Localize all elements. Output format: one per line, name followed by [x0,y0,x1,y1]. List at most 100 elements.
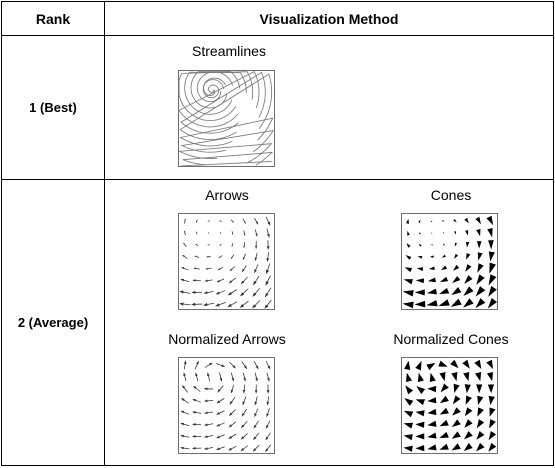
vector-cone [442,243,445,246]
vector-cone [465,264,472,272]
vector-arrow [196,231,198,235]
vector-arrow [241,265,247,273]
vector-arrow [180,410,190,415]
vector-arrow [208,232,210,234]
vector-cone [465,241,470,248]
vector-cone [415,278,425,284]
vector-arrow [266,228,270,238]
streamline [181,161,272,166]
vector-cone [415,399,425,406]
vector-arrow [239,300,249,308]
vector-cone [403,445,413,452]
vector-arrow [193,267,200,270]
vector-arrow [204,423,214,427]
vector-arrow [231,242,234,247]
vector-arrow [204,279,213,282]
vector-cone [438,360,448,367]
vector-cone [427,408,437,416]
vector-arrow [180,278,190,283]
vector-cone [405,255,412,260]
vector-arrow [252,287,260,297]
vector-cone [429,255,434,258]
vector-cone [463,443,473,452]
vector-arrow [228,421,237,428]
vector-cone [402,301,414,309]
vector-arrow [242,372,246,382]
rank-cell-2: 2 (Average) [1,179,105,466]
vector-cone [489,262,496,274]
vector-cone [454,242,458,247]
vector-cone [453,383,460,394]
vector-arrow [266,251,270,262]
vector-cone [415,433,425,440]
vector-cone [464,431,473,440]
vector-cone [476,229,481,237]
vector-arrow [265,216,271,226]
vector-cone [403,422,414,429]
caption-cones: Cones [430,187,472,203]
vector-cone [427,444,437,451]
vector-arrow [204,435,214,438]
vector-cone [452,407,461,416]
vector-arrow [265,275,271,286]
vector-arrow [241,420,248,429]
vector-cone [403,279,413,285]
vector-arrow [228,445,237,451]
vector-cone [406,218,410,224]
vector-cone [417,372,424,383]
vector-cone [404,267,413,273]
vector-cone [463,371,470,382]
streamlines-plot-svg [179,71,274,166]
vector-arrow [242,253,246,260]
vector-cone [476,419,485,429]
vector-cone [428,266,435,270]
vector-cone [402,290,414,297]
caption-normalized-cones: Normalized Cones [393,331,509,347]
vector-cone [474,359,482,370]
vector-cone [463,286,474,296]
vector-cone [466,253,471,260]
vector-arrow [183,242,187,248]
vector-cone [419,231,421,235]
vector-cone [404,398,414,406]
vector-cone [476,274,485,285]
vector-arrow [204,362,213,368]
vector-cone [464,275,473,284]
vector-arrow [253,408,259,417]
vector-arrow [242,218,247,224]
vector-arrow [192,446,202,450]
vector-arrow [253,432,260,441]
streamline [203,77,226,96]
vector-cone [476,384,483,394]
streamline [179,71,254,122]
vector-cone [476,241,482,249]
vector-cone [487,384,495,394]
vector-arrow [203,291,214,295]
vector-arrow [240,445,249,452]
vector-cone [442,232,444,234]
vector-cone [439,431,449,438]
vector-cone [418,219,421,223]
vector-cone [431,232,433,234]
vector-arrow [253,361,259,370]
vector-arrow [183,372,187,382]
vector-cone [486,371,494,382]
vector-arrow [179,302,191,306]
streamline [180,130,274,153]
vector-arrow [266,408,270,417]
vector-cone [427,432,437,439]
streamline-core [202,79,225,99]
vector-arrow [254,252,258,261]
normalized-arrows-plot [178,357,275,454]
vector-arrow [266,372,270,382]
streamline [190,71,241,109]
vector-arrow [192,398,202,403]
vector-arrow [219,372,223,382]
cones-plot-svg [402,215,497,309]
vector-arrow [231,231,234,235]
vector-cone [427,385,437,393]
vector-cone [439,407,449,415]
vector-arrow [228,277,237,284]
vector-cone [475,298,486,309]
vector-arrow [243,230,246,236]
